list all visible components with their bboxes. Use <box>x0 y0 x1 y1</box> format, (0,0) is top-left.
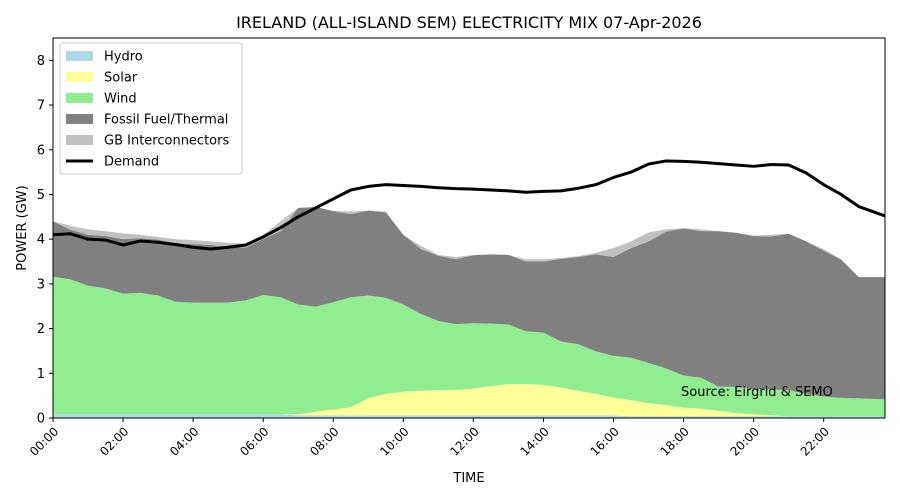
source-annotation: Source: Eirgrid & SEMO <box>681 385 833 400</box>
legend: Hydro Solar Wind Fossil Fuel/Thermal GB Inte… <box>59 42 243 175</box>
legend-swatch-gb <box>66 135 93 145</box>
y-tick-label: 8 <box>37 54 45 69</box>
legend-label-hydro: Hydro <box>104 50 143 65</box>
legend-label-wind: Wind <box>104 92 137 107</box>
x-tick-label: 20:00 <box>728 424 762 458</box>
chart-title: IRELAND (ALL-ISLAND SEM) ELECTRICITY MIX… <box>236 13 702 32</box>
legend-label-solar: Solar <box>104 71 138 86</box>
area-fossil <box>53 206 885 400</box>
legend-frame <box>59 42 243 175</box>
demand-line <box>52 159 886 251</box>
x-tick-label: 12:00 <box>447 424 481 458</box>
x-tick-label: 04:00 <box>167 424 201 458</box>
x-tick-label: 14:00 <box>517 424 551 458</box>
area-gb <box>53 206 885 278</box>
x-tick-label: 08:00 <box>307 424 341 458</box>
legend-label-demand: Demand <box>104 155 159 170</box>
y-axis-label: POWER (GW) <box>15 185 30 270</box>
legend-label-fossil: Fossil Fuel/Thermal <box>104 113 228 128</box>
x-tick-label: 00:00 <box>27 424 61 458</box>
y-tick-label: 2 <box>37 322 45 337</box>
y-tick-label: 1 <box>37 367 45 382</box>
y-tick-label: 0 <box>37 412 45 427</box>
y-tick-label: 5 <box>37 188 45 203</box>
area-solar <box>53 384 885 417</box>
plot-frame <box>52 37 886 419</box>
x-tick-label: 02:00 <box>97 424 131 458</box>
x-axis: 00:00 02:00 04:00 06:00 08:00 10:00 12:00 14:00… <box>27 418 832 459</box>
x-axis-label: TIME <box>452 471 484 486</box>
legend-swatch-hydro <box>66 51 93 61</box>
y-axis: 0 1 2 3 4 5 6 7 8 <box>37 54 53 427</box>
x-tick-label: 10:00 <box>377 424 411 458</box>
area-wind <box>53 276 885 417</box>
area-hydro <box>53 414 885 418</box>
y-tick-label: 6 <box>37 143 45 158</box>
legend-label-gb: GB Interconnectors <box>104 134 229 149</box>
y-tick-label: 3 <box>37 277 45 292</box>
y-tick-label: 7 <box>37 99 45 114</box>
legend-swatch-solar <box>66 72 93 82</box>
x-tick-label: 18:00 <box>658 424 692 458</box>
legend-swatch-wind <box>66 93 93 103</box>
demand-layer <box>52 159 886 251</box>
x-tick-label: 06:00 <box>237 424 271 458</box>
x-tick-label: 22:00 <box>798 424 832 458</box>
legend-swatch-fossil <box>66 114 93 124</box>
stacked-areas <box>53 206 885 418</box>
y-tick-label: 4 <box>37 233 45 248</box>
x-tick-label: 16:00 <box>587 424 621 458</box>
